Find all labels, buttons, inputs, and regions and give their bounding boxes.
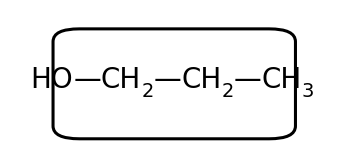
Text: 2: 2	[222, 82, 234, 101]
Text: CH: CH	[101, 66, 141, 94]
Text: —: —	[154, 66, 181, 94]
Text: 2: 2	[141, 82, 154, 101]
FancyBboxPatch shape	[53, 29, 295, 139]
Text: CH: CH	[181, 66, 222, 94]
Text: —: —	[234, 66, 262, 94]
Text: CH: CH	[262, 66, 302, 94]
Text: 3: 3	[302, 82, 314, 101]
Text: —: —	[73, 66, 101, 94]
Text: HO: HO	[31, 66, 73, 94]
